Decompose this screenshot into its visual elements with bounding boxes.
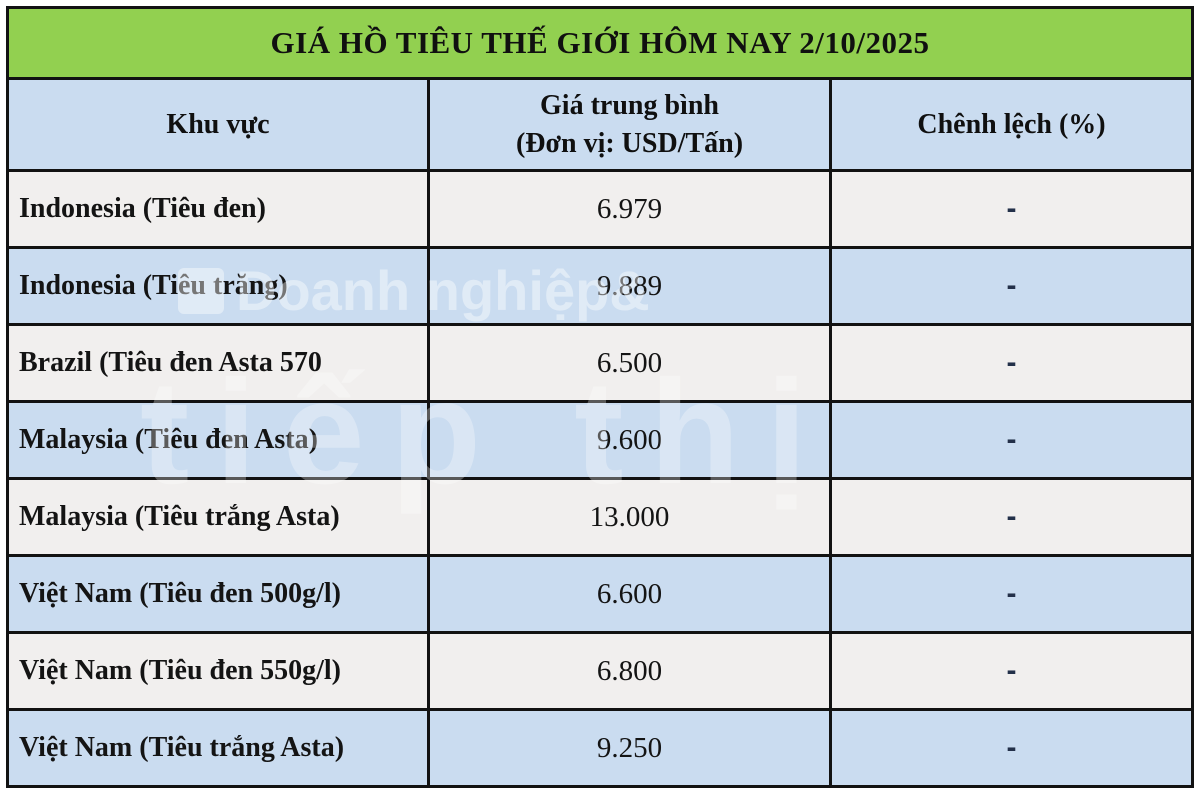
price-cell: 9.250 [427,711,829,785]
change-cell: - [829,634,1191,708]
price-cell: 6.600 [427,557,829,631]
column-header-price-line2: (Đơn vị: USD/Tấn) [515,127,744,159]
change-cell: - [829,480,1191,554]
region-cell: Malaysia (Tiêu trắng Asta) [19,501,340,532]
price-cell: 9.889 [427,249,829,323]
page-title: GIÁ HỒ TIÊU THẾ GIỚI HÔM NAY 2/10/2025 [270,25,930,60]
table-header-row: Khu vực Giá trung bình (Đơn vị: USD/Tấn)… [9,80,1191,172]
price-cell: 13.000 [427,480,829,554]
change-cell: - [829,249,1191,323]
price-cell: 6.800 [427,634,829,708]
column-header-change: Chênh lệch (%) [829,80,1191,169]
table-row: Việt Nam (Tiêu trắng Asta) 9.250 - [9,711,1191,785]
table-row: Brazil (Tiêu đen Asta 570 6.500 - [9,326,1191,403]
region-cell: Brazil (Tiêu đen Asta 570 [19,347,322,378]
change-cell: - [829,172,1191,246]
column-header-price: Giá trung bình (Đơn vị: USD/Tấn) [427,80,829,169]
column-header-price-line1: Giá trung bình [540,89,719,121]
region-cell: Việt Nam (Tiêu đen 500g/l) [19,578,341,609]
region-cell: Indonesia (Tiêu trăng) [19,270,288,301]
price-cell: 9.600 [427,403,829,477]
change-cell: - [829,403,1191,477]
table-row: Malaysia (Tiêu trắng Asta) 13.000 - [9,480,1191,557]
region-cell: Việt Nam (Tiêu trắng Asta) [19,732,345,763]
region-cell: Malaysia (Tiêu đen Asta) [19,424,318,455]
column-header-region: Khu vực [166,108,270,140]
region-cell: Indonesia (Tiêu đen) [19,193,266,224]
pepper-price-table: GIÁ HỒ TIÊU THẾ GIỚI HÔM NAY 2/10/2025 K… [6,6,1194,788]
table-row: Việt Nam (Tiêu đen 550g/l) 6.800 - [9,634,1191,711]
table-row: Indonesia (Tiêu đen) 6.979 - [9,172,1191,249]
title-banner: GIÁ HỒ TIÊU THẾ GIỚI HÔM NAY 2/10/2025 [9,9,1191,80]
price-cell: 6.979 [427,172,829,246]
change-cell: - [829,326,1191,400]
table-row: Indonesia (Tiêu trăng) 9.889 - [9,249,1191,326]
price-cell: 6.500 [427,326,829,400]
table-row: Malaysia (Tiêu đen Asta) 9.600 - [9,403,1191,480]
change-cell: - [829,557,1191,631]
table-row: Việt Nam (Tiêu đen 500g/l) 6.600 - [9,557,1191,634]
region-cell: Việt Nam (Tiêu đen 550g/l) [19,655,341,686]
change-cell: - [829,711,1191,785]
